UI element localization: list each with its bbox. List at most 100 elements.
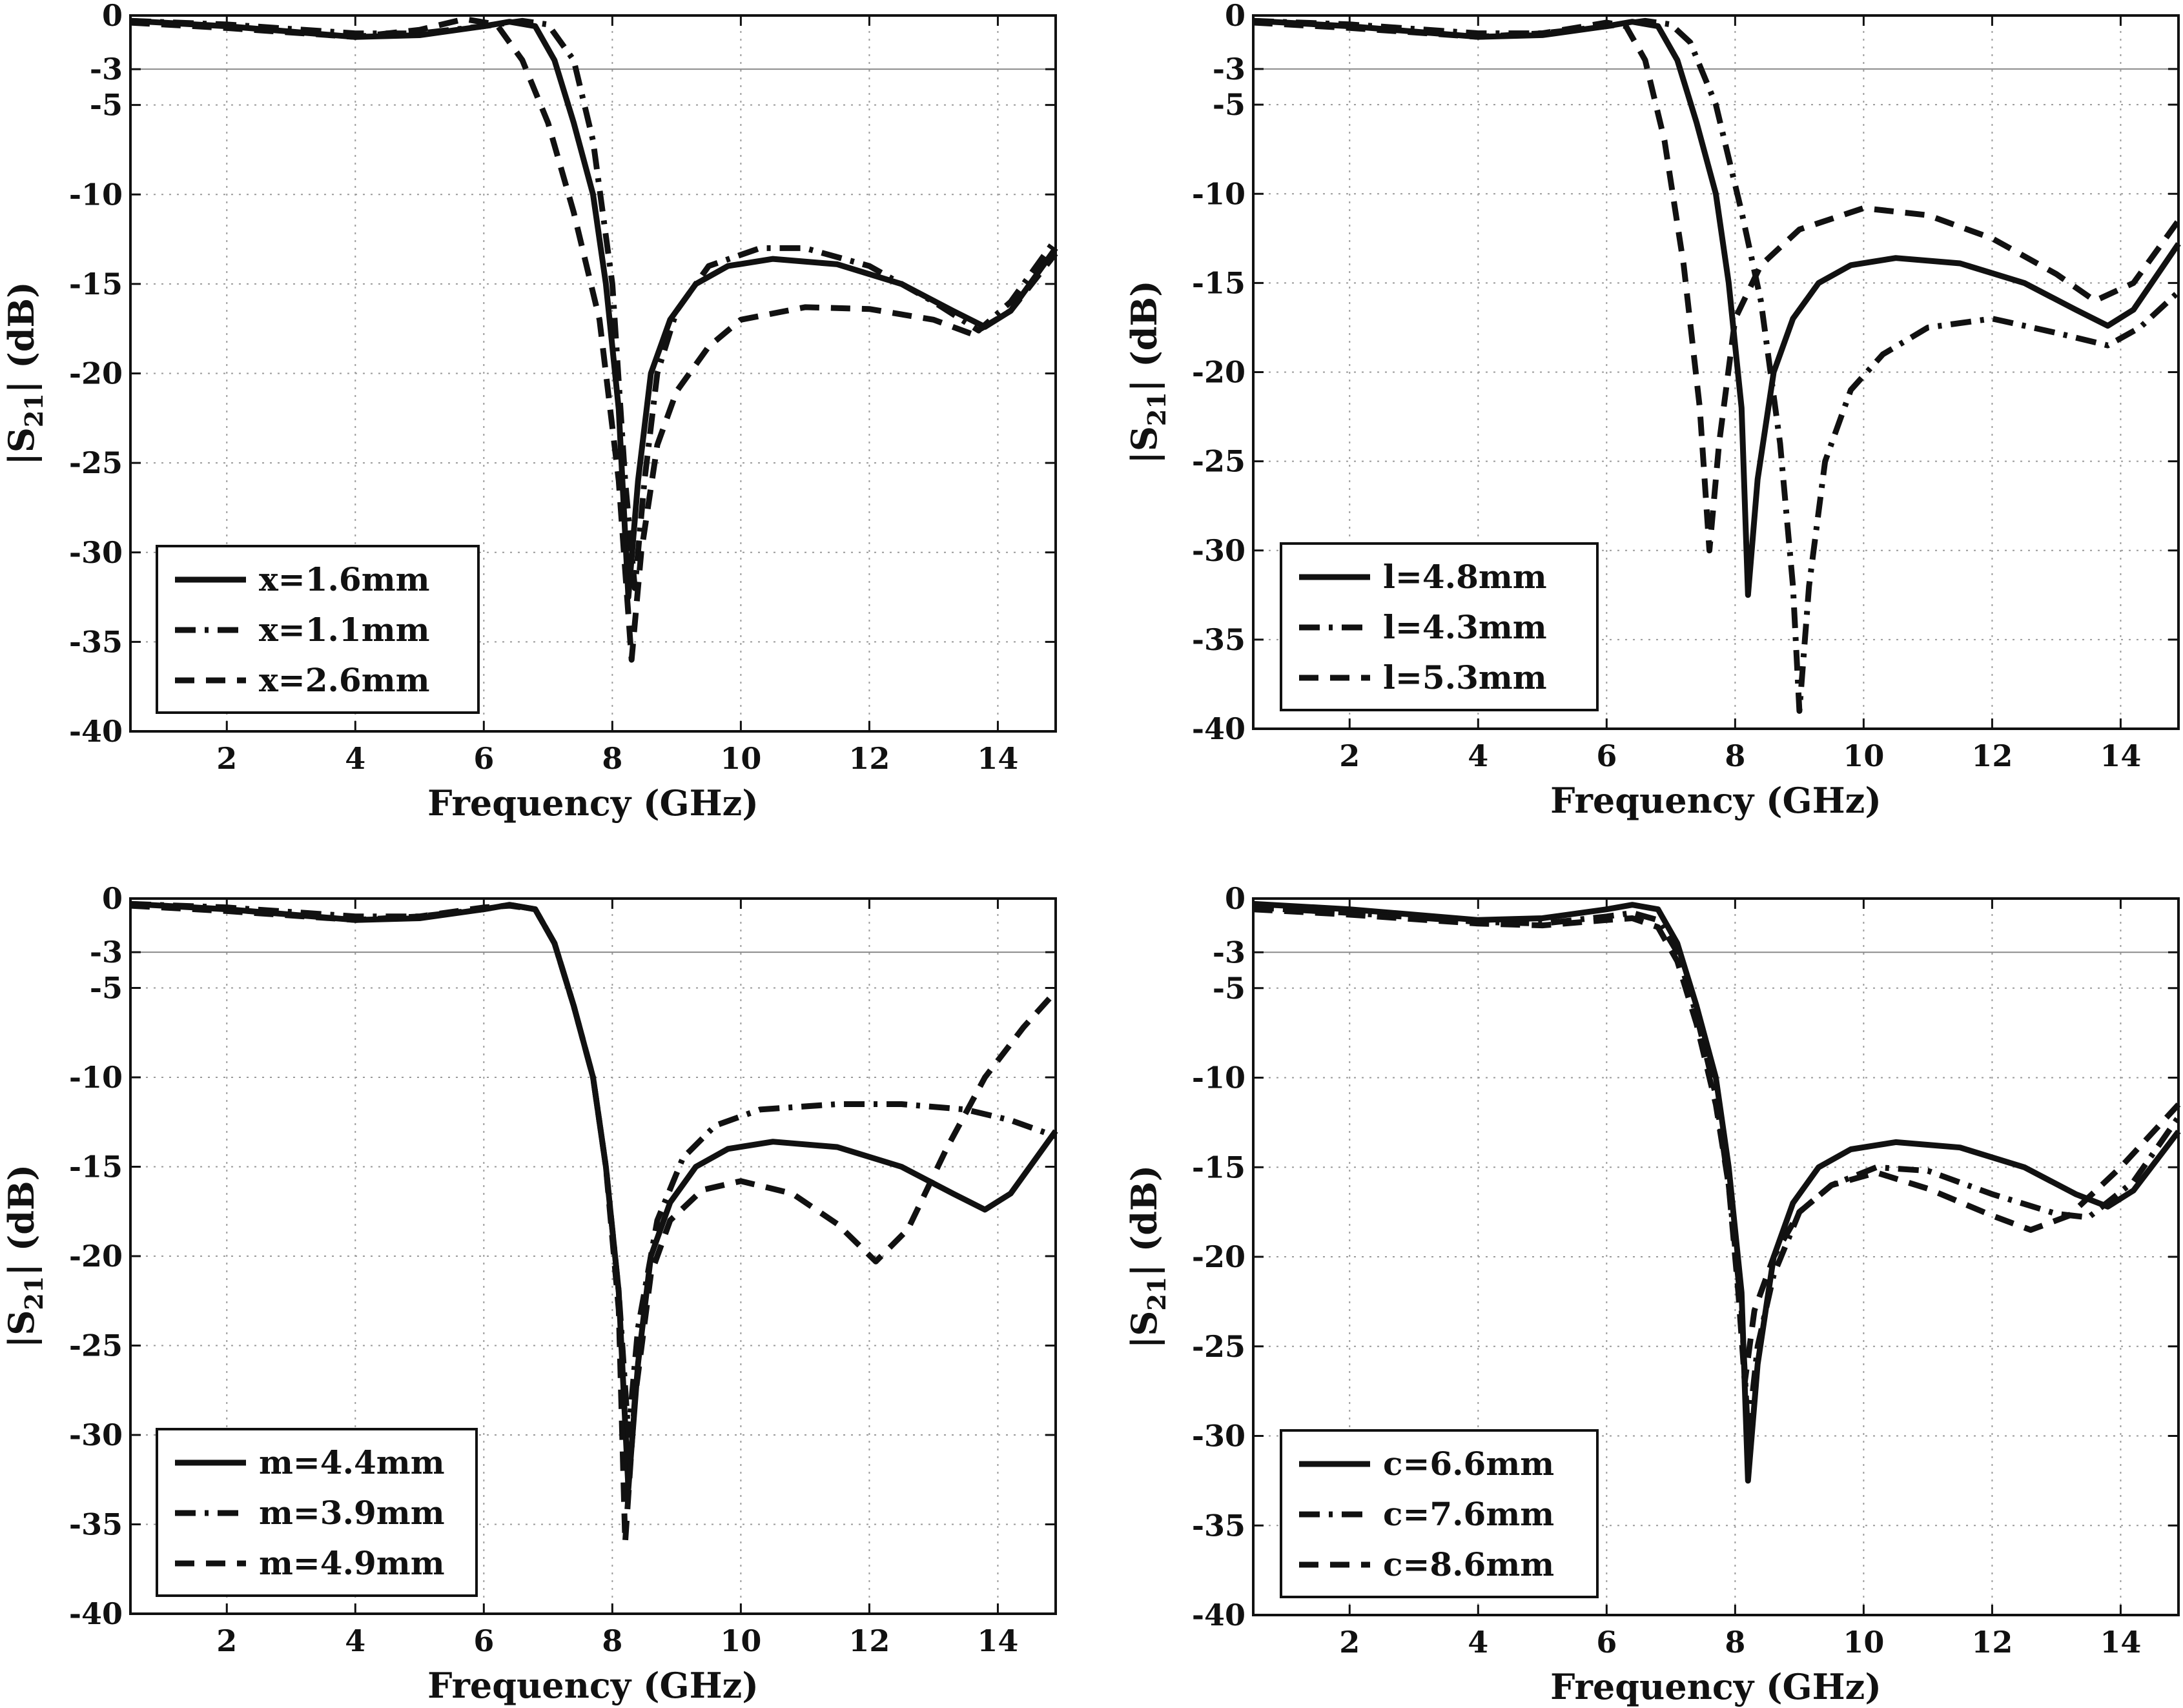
chart-3-legend-box (156, 1428, 478, 1597)
chart-3-series-3-line (130, 902, 1058, 1545)
chart-1-series-3-line (130, 16, 1058, 663)
chart-1-x-tick-label: 14 (977, 741, 1018, 776)
chart-3-y-tick-label: -5 (90, 971, 123, 1006)
chart-4-y-tick-label: -5 (1213, 971, 1245, 1006)
chart-1-y-tick-label: 0 (102, 0, 123, 33)
chart-4-y-tick-label: -30 (1192, 1419, 1245, 1454)
chart-4-legend-label-2: c=7.6mm (1383, 1495, 1554, 1533)
chart-1-x-tick-label: 12 (848, 741, 890, 776)
chart-4-x-tick-label: 4 (1468, 1625, 1488, 1660)
chart-4-series-1-line (1253, 900, 2181, 1484)
chart-1-y-tick-label: -35 (69, 624, 123, 659)
chart-1-y-tick-label: -10 (69, 177, 123, 212)
chart-3-legend-label-3: m=4.9mm (259, 1544, 445, 1582)
chart-1-series-1-line (130, 17, 1058, 600)
chart-3-series-1-line (130, 900, 1058, 1492)
chart-1-y-tick-label: -15 (69, 267, 123, 301)
chart-4-x-tick-label: 6 (1596, 1625, 1617, 1660)
chart-4-x-tick-label: 8 (1725, 1625, 1745, 1660)
chart-2-legend-box (1280, 542, 1599, 711)
chart-2-x-tick-label: 10 (1843, 738, 1884, 773)
chart-3-y-tick-label: -15 (69, 1150, 123, 1184)
chart-3-x-tick-label: 2 (216, 1623, 237, 1658)
chart-2-legend-label-1: l=4.8mm (1383, 558, 1547, 596)
chart-2-y-tick-label: -5 (1213, 87, 1245, 122)
chart-2-y-tick-label: -35 (1192, 622, 1245, 657)
chart-4-legend-label-3: c=8.6mm (1383, 1545, 1554, 1583)
chart-2-y-tick-label: -25 (1192, 444, 1245, 479)
chart-3-y-tick-label: -10 (69, 1060, 123, 1095)
chart-2-y-tick-label: -10 (1192, 176, 1245, 211)
chart-1-y-tick-label: -5 (90, 88, 123, 123)
chart-4-y-tick-label: 0 (1225, 881, 1245, 916)
chart-3-y-tick-label: -20 (69, 1239, 123, 1274)
chart-4-x-tick-label: 2 (1339, 1625, 1360, 1660)
chart-4-series-2-line (1253, 904, 2181, 1439)
chart-bottom-left: 2 4 6 8 10 12 14 0 -3-5 -10 -15 -20 -25 -30 -35 -40 Freq… (1, 881, 1058, 1706)
chart-1-y-axis-label: |S21| (dB) (1, 281, 48, 465)
chart-4-y-tick-label: -20 (1192, 1239, 1245, 1274)
chart-1-y-tick-label: -25 (69, 445, 123, 480)
chart-2-y-tick-label: -30 (1192, 533, 1245, 568)
chart-2-x-tick-label: 14 (2100, 738, 2141, 773)
chart-1-series-2-line (130, 17, 1058, 591)
chart-1-y-tick-label: -40 (69, 714, 123, 749)
chart-3-series-2-line (130, 900, 1057, 1438)
chart-2-x-tick-label: 6 (1596, 738, 1617, 773)
chart-3-x-tick-label: 12 (848, 1623, 890, 1658)
chart-1-x-tick-label: 2 (216, 741, 237, 776)
chart-3-y-tick-label: -25 (69, 1328, 123, 1363)
chart-2-y-tick-label: -40 (1192, 711, 1245, 746)
chart-2-x-tick-label: 12 (1971, 738, 2013, 773)
chart-1-y-tick-label: -3 (90, 52, 123, 86)
chart-4-x-tick-label: 14 (2100, 1625, 2141, 1660)
chart-3-x-tick-label: 8 (602, 1623, 622, 1658)
chart-1-legend-label-1: x=1.6mm (259, 560, 430, 598)
chart-2-legend-label-3: l=5.3mm (1383, 658, 1547, 696)
chart-4-legend-label-1: c=6.6mm (1383, 1445, 1554, 1483)
chart-3-x-tick-label: 4 (345, 1623, 365, 1658)
chart-3-y-tick-label: -30 (69, 1418, 123, 1452)
chart-1-legend-box (156, 545, 480, 714)
chart-3-y-tick-label: -3 (90, 935, 123, 970)
chart-3-y-tick-label: -40 (69, 1596, 123, 1631)
chart-3-y-axis-label: |S21| (dB) (1, 1164, 48, 1348)
chart-2-x-axis-label: Frequency (GHz) (1550, 780, 1881, 821)
chart-3-y-tick-label: 0 (102, 881, 123, 916)
chart-2-y-axis-label: |S21| (dB) (1123, 280, 1171, 463)
chart-3-x-axis-label: Frequency (GHz) (427, 1665, 759, 1706)
chart-1-x-tick-label: 10 (720, 741, 761, 776)
chart-3-x-tick-label: 14 (977, 1623, 1018, 1658)
chart-3-legend-label-1: m=4.4mm (259, 1443, 445, 1481)
chart-bottom-right: 2 4 6 8 10 12 14 0 -3-5 -10 -15 -20 -25 -30 -35 -40 Freq… (1123, 881, 2181, 1707)
chart-1-legend-label-3: x=2.6mm (259, 661, 430, 699)
chart-3-x-tick-label: 10 (720, 1623, 761, 1658)
chart-4-x-tick-label: 12 (1971, 1625, 2013, 1660)
chart-4-y-tick-label: -3 (1213, 935, 1245, 970)
chart-4-y-axis-label: |S21| (dB) (1123, 1165, 1171, 1348)
chart-1-x-tick-label: 4 (345, 741, 365, 776)
chart-1-x-tick-label: 8 (602, 741, 622, 776)
chart-2-y-tick-label: -15 (1192, 265, 1245, 300)
chart-top-right: 2 4 6 8 10 12 14 0 -3-5 -10 -15 -20 -25 -30 -35 -40 Freq… (1123, 0, 2181, 821)
chart-2-y-tick-label: -3 (1213, 52, 1245, 86)
chart-top-left: 2 4 6 8 10 12 14 0 -3-5 -10 -15 -20 -25 -30 -35 -40 Freq… (1, 0, 1058, 824)
chart-1-legend-label-2: x=1.1mm (259, 611, 430, 649)
chart-4-x-axis-label: Frequency (GHz) (1550, 1666, 1881, 1707)
chart-4-legend-box (1280, 1429, 1599, 1598)
chart-4-y-tick-label: -40 (1192, 1598, 1245, 1632)
chart-2-x-tick-label: 8 (1725, 738, 1745, 773)
chart-2-y-tick-label: 0 (1225, 0, 1245, 33)
chart-4-y-tick-label: -35 (1192, 1508, 1245, 1543)
chart-1-y-tick-label: -20 (69, 356, 123, 391)
chart-2-x-tick-label: 2 (1339, 738, 1360, 773)
chart-1-x-axis-label: Frequency (GHz) (427, 782, 759, 824)
chart-4-y-tick-label: -25 (1192, 1329, 1245, 1364)
chart-4-y-tick-label: -15 (1192, 1150, 1245, 1184)
chart-2-series-3-line (1253, 19, 2181, 554)
chart-2-legend-label-2: l=4.3mm (1383, 608, 1547, 646)
chart-3-y-tick-label: -35 (69, 1507, 123, 1542)
chart-4-series-3-line (1253, 906, 2181, 1385)
chart-4-y-tick-label: -10 (1192, 1061, 1245, 1095)
